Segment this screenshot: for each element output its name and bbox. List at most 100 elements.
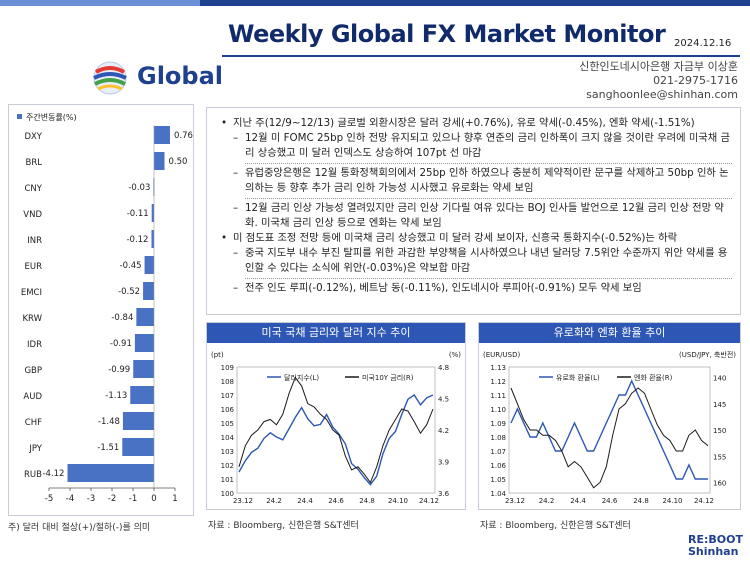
x-tick-label: 0 [151,494,156,504]
y-left-tick-label: 101 [221,476,234,484]
category-label: INR [27,236,42,246]
data-label: 0.76 [174,131,193,141]
y-left-tick-label: 106 [221,406,235,414]
y-left-tick-label: 1.04 [490,490,506,498]
weekly-change-chart-panel: 주간변동률(%) DXY 0.76 BRL 0.50 CNY -0.03 VND -0.11 IN… [8,104,194,516]
data-label: -1.48 [98,417,120,427]
globe-logo-icon [93,61,127,95]
y-right-tick-label: 140 [713,375,726,383]
category-label: VND [23,210,42,220]
series-line [238,376,434,484]
sub-bullet-boj: – 12월 금리 인상 가능성 열려있지만 금리 인상 기다릴 여유 있다는 B… [221,201,732,231]
bar [133,360,154,378]
x-tick-label: 24.12 [694,497,714,505]
x-tick-label: -4 [66,494,74,504]
data-label: -0.45 [120,261,142,271]
bar [154,152,165,170]
bar [154,126,170,144]
y-left-tick-label: 1.09 [490,420,506,428]
chart-title: 미국 국채 금리와 달러 지수 추이 [207,323,465,343]
category-label: IDR [27,340,42,350]
brand-name: Global [137,62,224,90]
legend-label: 미국10Y 금리(R) [362,373,414,382]
contact-email: sanghoonlee@shinhan.com [586,88,738,101]
x-tick-label: 24.2 [539,497,555,505]
y-left-tick-label: 100 [221,490,234,498]
y-right-tick-label: 150 [713,427,726,435]
x-tick-label: 23.12 [505,497,525,505]
x-tick-label: -1 [129,494,137,504]
series-line [238,394,434,486]
legend-label: 주간변동률(%) [26,112,77,122]
series-line [510,379,708,480]
y-left-tick-label: 109 [221,364,234,372]
y-left-unit: (EUR/USD) [483,351,520,359]
y-right-tick-label: 3.6 [438,490,450,498]
bullet-global-fx: • 지난 주(12/9~12/13) 글로벌 외환시장은 달러 강세(+0.76… [221,116,732,131]
y-right-tick-label: 155 [713,453,726,461]
contact-block: 신한인도네시아은행 자금부 이상훈 021-2975-1716 sanghoon… [579,60,738,102]
dotted-divider [245,198,732,199]
y-left-tick-label: 1.08 [490,434,506,442]
y-right-tick-label: 4.5 [438,396,449,404]
y-right-tick-label: 4.8 [438,364,449,372]
top-accent-bar-light [0,0,200,6]
sub-bullet-text: 중국 지도부 내수 부진 탈피를 위한 과감한 부양책을 시사하였으나 내년 달… [245,247,728,274]
sub-bullet-text: 전주 인도 루피(-0.12%), 베트남 동(-0.11%), 인도네시아 루… [245,282,642,294]
y-right-tick-label: 145 [713,401,726,409]
bullet-em-fx: • 미 점도표 조정 전망 등에 미국채 금리 상승했고 미 달러 강세 보이자… [221,231,732,246]
category-label: BRL [26,158,43,168]
y-right-unit: (%) [449,351,461,359]
contact-name: 신한인도네시아은행 자금부 이상훈 [579,60,738,73]
y-left-tick-label: 103 [221,448,234,456]
source-note: 자료 : Bloomberg, 신한은행 S&T센터 [208,521,359,531]
market-commentary: • 지난 주(12/9~12/13) 글로벌 외환시장은 달러 강세(+0.76… [206,107,741,315]
legend-label: 유로화 환율(L) [556,373,600,382]
top-accent-bar [0,0,750,6]
x-tick-label: 24.4 [297,497,313,505]
x-tick-label: 23.12 [233,497,253,505]
category-label: CNY [25,184,43,194]
bullet-marker: • [221,117,228,129]
y-left-unit: (pt) [211,351,224,359]
data-label: -0.11 [127,209,149,219]
title-underline [222,55,740,57]
bar [122,438,154,456]
data-label: -4.12 [42,469,64,479]
data-label: -0.03 [128,183,150,193]
y-left-tick-label: 105 [221,420,234,428]
category-label: JPY [28,444,42,454]
y-left-tick-label: 1.07 [490,448,506,456]
sub-bullet-text: 유럽중앙은행은 12월 통화정책회의에서 25bp 인하 하였으나 충분히 제약… [245,167,729,194]
category-label: GBP [24,366,42,376]
page-title: Weekly Global FX Market Monitor [228,20,666,48]
x-tick-label: 1 [172,494,177,504]
data-label: 0.50 [169,157,188,167]
bar [143,282,154,300]
eur-jpy-panel: 유로화와 엔화 환율 추이 (EUR/USD) (USD/JPY, 축반전) 1.0… [478,322,741,510]
legend-label: 달러지수(L) [284,373,319,382]
bar [134,334,154,352]
bar [67,464,154,482]
category-label: EUR [25,262,43,272]
data-label: -0.99 [108,365,130,375]
x-tick-label: 24.2 [266,497,282,505]
legend-swatch [17,114,22,119]
logo-line-2: Shinhan [688,545,739,558]
y-left-tick-label: 104 [221,434,235,442]
plot-frame [508,366,711,494]
y-right-tick-label: 160 [713,480,726,488]
y-left-tick-label: 1.06 [490,462,506,470]
weekly-change-bar-chart: 주간변동률(%) DXY 0.76 BRL 0.50 CNY -0.03 VND -0.11 IN… [17,112,193,504]
y-left-tick-label: 1.10 [490,406,506,414]
report-date: 2024.12.16 [674,38,732,49]
us-yield-dxy-panel: 미국 국채 금리와 달러 지수 추이 (pt) (%) 100 101 102 103 10… [206,322,466,510]
us-yield-dxy-line-chart: (pt) (%) 100 101 102 103 104 105 106 107 108 109 3.6… [211,351,461,505]
x-tick-label: 24.8 [359,497,375,505]
bullet-text: 지난 주(12/9~12/13) 글로벌 외환시장은 달러 강세(+0.76%)… [233,117,695,129]
sub-bullet-text: 12월 미 FOMC 25bp 인하 전망 유지되고 있으나 향후 연준의 금리… [245,132,730,159]
x-tick-label: 24.10 [662,497,682,505]
category-label: KRW [22,314,42,324]
y-right-tick-label: 3.9 [438,459,449,467]
logo-line-1: RE:BOOT [688,533,743,546]
